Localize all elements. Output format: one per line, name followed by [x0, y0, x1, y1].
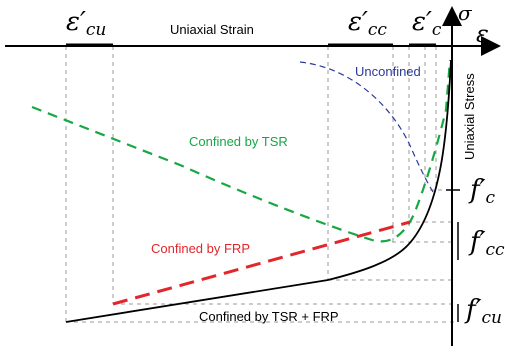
sigma-label: σ	[458, 1, 473, 25]
vertical-guide-lines	[65, 46, 437, 322]
uniaxial-stress-label: Uniaxial Stress	[462, 73, 477, 160]
fcc-label: f′cc	[468, 227, 505, 260]
uniaxial-strain-label: Uniaxial Strain	[170, 22, 254, 37]
tsr-frp-curve	[65, 59, 452, 323]
tsr-curve	[31, 59, 452, 243]
fc-label: f′c	[468, 175, 496, 208]
horizontal-guide-lines	[66, 189, 455, 323]
unconfined-curve	[299, 61, 434, 193]
eps-c-label: ε′c	[412, 7, 442, 40]
eps-cc-label: ε′cc	[348, 7, 387, 40]
fcu-label: f′cu	[464, 295, 502, 328]
frp-curve	[112, 220, 411, 306]
frp-label: Confined by FRP	[151, 241, 250, 256]
eps-cu-label: ε′cu	[66, 7, 106, 40]
epsilon-label: ε	[476, 20, 489, 48]
tsr-label: Confined by TSR	[189, 134, 288, 149]
tsr-frp-label: Confined by TSR + FRP	[199, 309, 339, 324]
unconfined-label: Unconfined	[355, 64, 421, 79]
